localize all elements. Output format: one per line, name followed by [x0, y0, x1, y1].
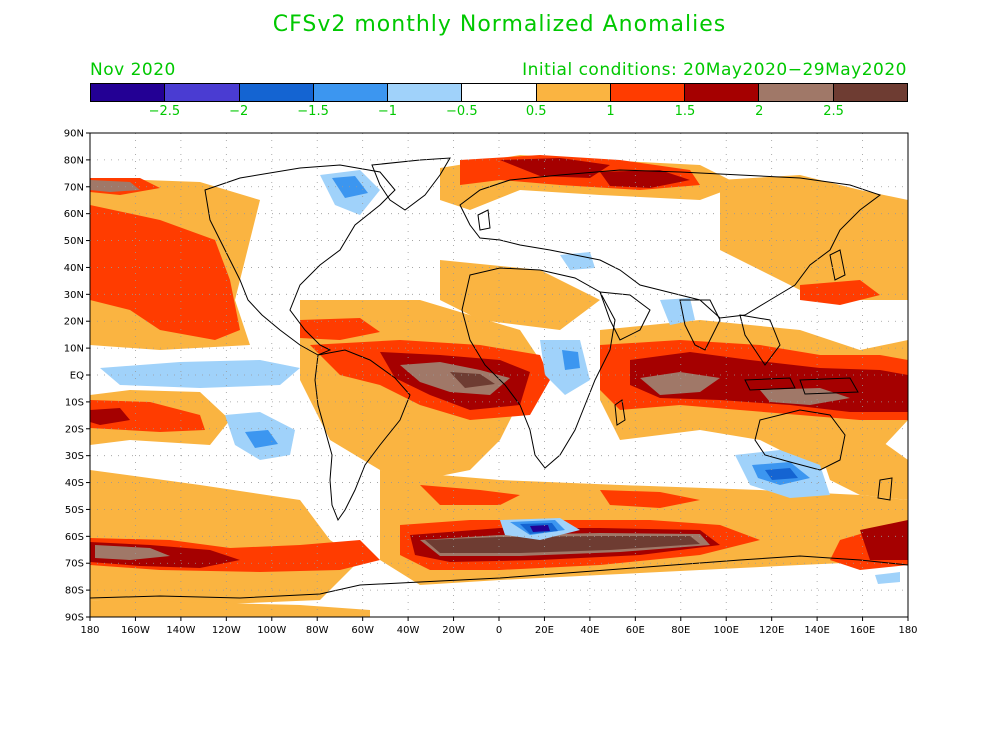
colorbar-swatch	[610, 84, 686, 101]
lon-label: 160W	[121, 625, 150, 636]
lat-label: 10S	[65, 397, 84, 408]
lat-label: 30N	[64, 290, 84, 301]
colorbar-swatch	[388, 84, 463, 101]
lat-label: 20N	[64, 317, 84, 328]
lat-label: 90S	[65, 613, 84, 624]
colorbar-swatch	[165, 84, 240, 101]
latitude-axis: 90N 80N 70N 60N 50N 40N 30N 20N 10N EQ 10S 20S 30S 40…	[64, 129, 90, 624]
chart-title: CFSv2 monthly Normalized Anomalies	[272, 12, 727, 37]
forecast-month-label: Nov 2020	[90, 60, 176, 80]
lat-label: 80N	[64, 155, 84, 166]
anomaly-field	[90, 133, 908, 617]
lat-label: 50S	[65, 505, 84, 516]
colorbar-label: −1.5	[297, 104, 329, 119]
lon-label: 60W	[351, 625, 374, 636]
coastlines	[90, 157, 908, 599]
lon-label: 120E	[759, 625, 784, 636]
anomaly-below-minus-2-5-regions	[530, 525, 550, 532]
colorbar-label: 1.5	[674, 104, 696, 119]
lon-label: 20W	[442, 625, 465, 636]
colorbar-swatch	[759, 84, 834, 101]
colorbar-label: −1	[377, 104, 398, 119]
colorbar-labels: −2.5 −2 −1.5 −1 −0.5 0.5 1 1.5 2 2.5	[90, 104, 908, 122]
colorbar-label: 1	[606, 104, 615, 119]
colorbar-swatch	[536, 84, 611, 101]
lat-label: 40S	[65, 478, 84, 489]
lon-label: 80E	[671, 625, 690, 636]
lon-label: 180	[80, 625, 99, 636]
colorbar-swatch	[462, 84, 537, 101]
lat-label: 70N	[64, 182, 84, 193]
lat-label: 30S	[65, 451, 84, 462]
lat-label: 80S	[65, 586, 84, 597]
anomaly-above-2-5-regions	[425, 372, 700, 553]
colorbar-label: 2	[755, 104, 764, 119]
lon-label: 40E	[580, 625, 599, 636]
lat-label: 20S	[65, 424, 84, 435]
colorbar-swatch	[833, 84, 907, 101]
lon-label: 120W	[212, 625, 241, 636]
colorbar-swatch	[91, 84, 166, 101]
lon-label: 80W	[306, 625, 329, 636]
lat-label: 60S	[65, 532, 84, 543]
lat-label: 60N	[64, 209, 84, 220]
lon-label: 40W	[397, 625, 420, 636]
lon-label: 0	[496, 625, 502, 636]
lat-label: EQ	[70, 371, 84, 382]
lat-label: 10N	[64, 344, 84, 355]
lat-label: 50N	[64, 236, 84, 247]
colorbar-label: 0.5	[525, 104, 547, 119]
lat-label: 40N	[64, 263, 84, 274]
initial-conditions-label: Initial conditions: 20May2020−29May2020	[522, 60, 907, 80]
lon-label: 140W	[166, 625, 195, 636]
colorbar-label: −2.5	[148, 104, 181, 119]
lon-label: 180	[898, 625, 917, 636]
colorbar-swatch	[685, 84, 760, 101]
colorbar-swatch	[239, 84, 314, 101]
colorbar-label: −0.5	[446, 104, 478, 119]
lon-label: 160E	[850, 625, 875, 636]
longitude-axis: 180 160W 140W 120W 100W 80W 60W 40W 20W 0 20E 40E 60…	[80, 617, 918, 636]
lat-label: 90N	[64, 129, 84, 140]
lon-label: 140E	[804, 625, 829, 636]
lat-label: 70S	[65, 559, 84, 570]
lon-label: 20E	[535, 625, 554, 636]
lon-label: 100W	[257, 625, 286, 636]
colorbar-label: 2.5	[823, 104, 844, 119]
colorbar-swatch	[313, 84, 389, 101]
colorbar	[90, 83, 908, 102]
lon-label: 100E	[714, 625, 739, 636]
colorbar-label: −2	[229, 104, 249, 119]
lon-label: 60E	[626, 625, 645, 636]
